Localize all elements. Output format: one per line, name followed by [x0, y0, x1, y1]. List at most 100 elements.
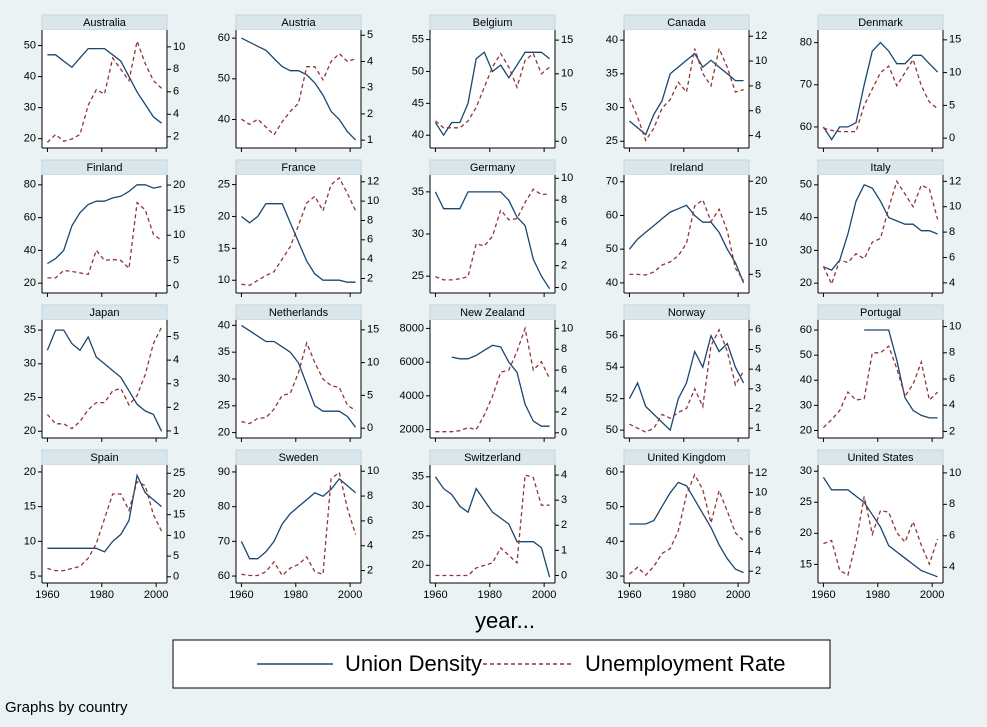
legend-label: Union Density: [345, 651, 482, 676]
series-line: Union Density: [46, 329, 163, 432]
y-tick-label: 80: [24, 179, 36, 191]
panel: Belgium 40 45 50 55 0 5 10 15 Union DensityUnempl…: [412, 14, 573, 152]
y-tick-label: 35: [24, 324, 36, 336]
y2-tick-label: 2: [367, 272, 373, 284]
panel-title: Australia: [83, 17, 127, 29]
panel-title: Norway: [668, 307, 706, 319]
panel: Spain 5 10 15 20 0 5 10 15 20 25 1960 1980 2000 Union …: [24, 449, 185, 601]
y2-tick-label: 10: [949, 67, 961, 79]
y2-tick-label: 5: [173, 330, 179, 342]
panel-title: Canada: [667, 17, 706, 29]
y-tick-label: 45: [412, 97, 424, 109]
y-tick-label: 40: [606, 535, 618, 547]
y2-tick-label: 0: [561, 569, 567, 581]
y2-tick-label: 4: [367, 540, 373, 552]
y2-tick-label: 4: [367, 55, 373, 67]
y-tick-label: 52: [606, 393, 618, 405]
x-tick-label: 2000: [920, 589, 944, 601]
y-tick-label: 40: [800, 212, 812, 224]
panel-title: Portugal: [860, 307, 901, 319]
y-tick-label: 30: [606, 570, 618, 582]
y-tick-label: 40: [412, 129, 424, 141]
x-tick-label: 2000: [338, 589, 362, 601]
x-tick-label: 2000: [144, 589, 168, 601]
y2-tick-label: 3: [367, 82, 373, 94]
x-tick-label: 1980: [90, 589, 114, 601]
plot-area: [818, 30, 943, 148]
y2-tick-label: 4: [561, 385, 567, 397]
y2-tick-label: 10: [561, 322, 573, 334]
y2-tick-label: 15: [949, 34, 961, 46]
y2-tick-label: 15: [561, 34, 573, 46]
y2-tick-label: 8: [561, 343, 567, 355]
panel-title: Switzerland: [464, 452, 521, 464]
panel: United States 15 20 25 30 4 6 8 10 1960 1980 2000 Un…: [800, 449, 961, 601]
series-line: Union Density: [434, 51, 550, 137]
y2-tick-label: 10: [949, 467, 961, 479]
y2-tick-label: 6: [755, 324, 761, 336]
y-tick-label: 70: [800, 79, 812, 91]
y-tick-label: 25: [606, 135, 618, 147]
y2-tick-label: 1: [173, 425, 179, 437]
y-tick-label: 60: [218, 570, 230, 582]
y2-tick-label: 1: [367, 134, 373, 146]
y2-tick-label: 8: [949, 347, 955, 359]
panel: Ireland 40 50 60 70 5 10 15 20 Union DensityUnemp…: [606, 159, 767, 297]
y2-tick-label: 0: [561, 135, 567, 147]
plot-area: [236, 30, 361, 148]
panel: Sweden 60 70 80 90 2 4 6 8 10 1960 1980 2000 Union De…: [218, 449, 379, 601]
y-tick-label: 20: [218, 427, 230, 439]
y2-tick-label: 5: [367, 29, 373, 41]
x-tick-label: 2000: [532, 589, 556, 601]
y2-tick-label: 2: [367, 564, 373, 576]
x-tick-label: 1960: [423, 589, 447, 601]
y2-tick-label: 10: [367, 465, 379, 477]
y2-tick-label: 15: [173, 509, 185, 521]
y-tick-label: 50: [606, 243, 618, 255]
series-line: Union Density: [434, 191, 551, 290]
panel-title: New Zealand: [460, 307, 525, 319]
y-tick-label: 60: [218, 32, 230, 44]
y-tick-label: 20: [24, 425, 36, 437]
y2-tick-label: 10: [173, 529, 185, 541]
y-tick-label: 4000: [400, 390, 424, 402]
y-tick-label: 80: [218, 501, 230, 513]
y-tick-label: 35: [412, 471, 424, 483]
panel: Switzerland 20 25 30 35 0 1 2 3 4 1960 1980 2000 Unio…: [412, 449, 567, 601]
y-tick-label: 20: [24, 277, 36, 289]
y-tick-label: 40: [24, 244, 36, 256]
y2-tick-label: 0: [561, 427, 567, 439]
panel-title: Ireland: [670, 162, 704, 174]
y-tick-label: 35: [412, 186, 424, 198]
y2-tick-label: 6: [173, 86, 179, 98]
y-tick-label: 50: [412, 65, 424, 77]
series-line: Unemployment Rate: [823, 57, 939, 133]
series-line: Unemployment Rate: [47, 201, 162, 279]
y2-tick-label: 8: [755, 80, 761, 92]
panel: Finland 20 40 60 80 0 5 10 15 20 Union DensityUnem…: [24, 159, 185, 297]
y2-tick-label: 0: [173, 279, 179, 291]
panel: France1015202524681012Union DensityUnemp…: [218, 159, 379, 297]
y-tick-label: 50: [24, 39, 36, 51]
y-tick-label: 30: [606, 101, 618, 113]
plot-area: [430, 320, 555, 438]
y2-tick-label: 5: [173, 254, 179, 266]
panel-title: Belgium: [473, 17, 513, 29]
y-tick-label: 30: [24, 358, 36, 370]
panel: Portugal 20 30 40 50 60 2 4 6 8 10 Union DensityUne…: [800, 304, 961, 442]
y2-tick-label: 5: [367, 389, 373, 401]
y2-tick-label: 12: [367, 176, 379, 188]
panel: Norway50525456123456Union DensityUnemplo…: [606, 304, 761, 442]
series-line: Union Density: [822, 41, 939, 141]
series-line: Union Density: [241, 37, 357, 141]
y2-tick-label: 20: [173, 488, 185, 500]
y2-tick-label: 6: [367, 515, 373, 527]
y2-tick-label: 4: [561, 469, 567, 481]
y2-tick-label: 6: [755, 526, 761, 538]
panel: Germany2530350246810Union DensityUnemplo…: [412, 159, 573, 297]
legend-label: Unemployment Rate: [585, 651, 786, 676]
y2-tick-label: 5: [755, 343, 761, 355]
y2-tick-label: 4: [367, 253, 373, 265]
y2-tick-label: 0: [949, 132, 955, 144]
